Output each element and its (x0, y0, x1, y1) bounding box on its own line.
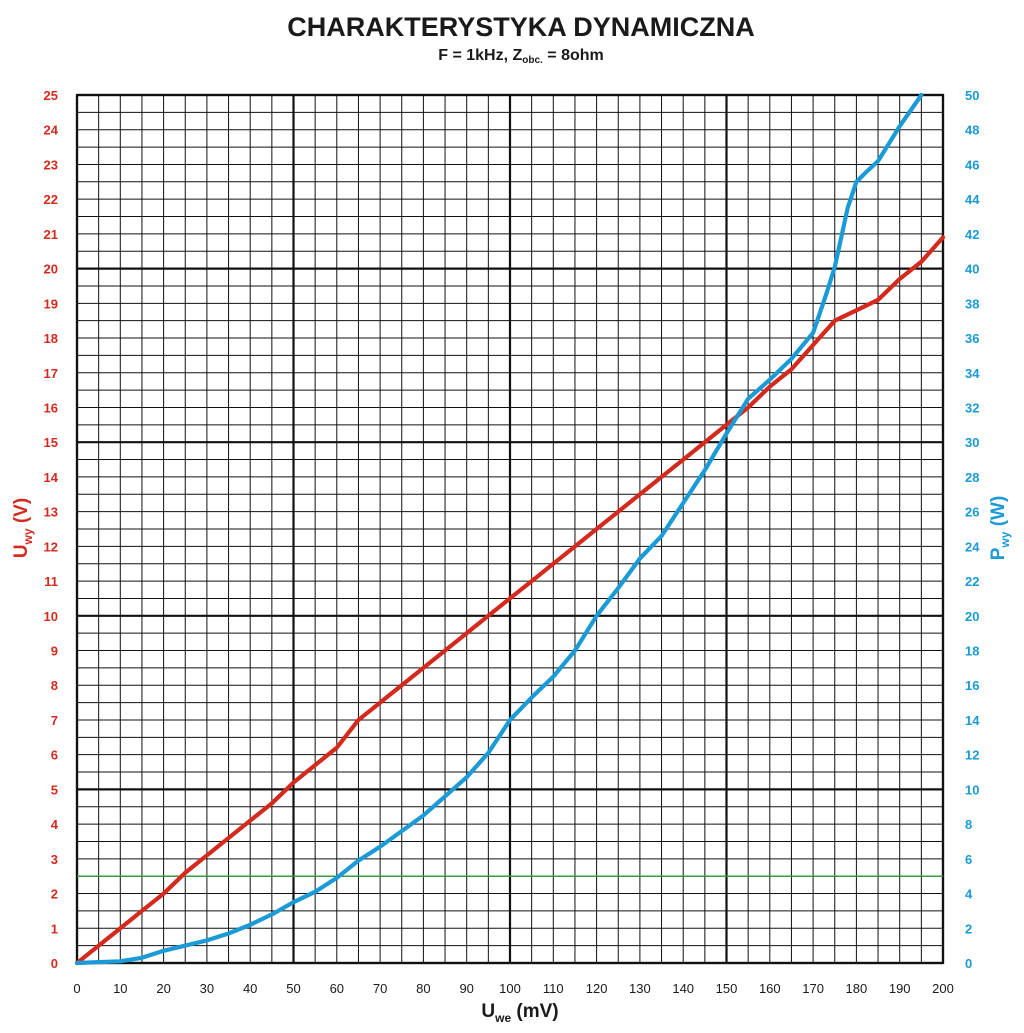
x-tick-label: 90 (459, 981, 473, 996)
y-left-tick-label: 11 (44, 574, 58, 589)
x-tick-label: 60 (330, 981, 344, 996)
y-left-tick-label: 1 (51, 921, 58, 936)
y-right-tick-label: 34 (965, 366, 980, 381)
x-tick-label: 0 (73, 981, 80, 996)
y-left-tick-label: 7 (51, 713, 58, 728)
y-right-tick-label: 30 (965, 435, 979, 450)
y-left-tick-label: 13 (44, 505, 58, 520)
y-right-tick-label: 16 (965, 678, 979, 693)
y-right-tick-label: 26 (965, 505, 979, 520)
x-tick-label: 30 (200, 981, 214, 996)
x-tick-label: 50 (286, 981, 300, 996)
y-right-tick-label: 12 (965, 748, 979, 763)
y-left-axis-label-sub: wy (21, 528, 35, 545)
x-tick-label: 190 (889, 981, 911, 996)
chart-subtitle: F = 1kHz, Zobc. = 8ohm (438, 47, 604, 66)
x-tick-label: 80 (416, 981, 430, 996)
y-right-tick-label: 14 (965, 713, 980, 728)
y-left-axis-label: Uwy (V) (11, 498, 35, 558)
y-right-tick-label: 22 (965, 574, 979, 589)
x-tick-label: 150 (716, 981, 738, 996)
y-right-tick-label: 20 (965, 609, 979, 624)
y-left-tick-label: 6 (51, 748, 58, 763)
x-tick-label: 100 (499, 981, 521, 996)
y-right-tick-label: 10 (965, 782, 979, 797)
y-right-tick-label: 2 (965, 921, 972, 936)
x-tick-label: 40 (243, 981, 257, 996)
y-left-tick-label: 25 (44, 88, 58, 103)
y-right-tick-label: 6 (965, 852, 972, 867)
x-tick-label: 130 (629, 981, 651, 996)
y-left-tick-label: 24 (44, 123, 59, 138)
x-tick-label: 110 (543, 981, 564, 996)
y-left-tick-label: 9 (51, 644, 58, 659)
y-right-tick-label: 50 (965, 88, 979, 103)
y-right-axis-label-unit: (W) (988, 496, 1009, 532)
x-tick-label: 200 (932, 981, 954, 996)
y-right-tick-label: 48 (965, 123, 979, 138)
y-left-tick-label: 5 (51, 782, 58, 797)
y-right-tick-label: 46 (965, 157, 979, 172)
x-axis-label-main: U (481, 1001, 495, 1022)
y-right-tick-label: 40 (965, 262, 979, 277)
y-left-tick-label: 0 (51, 956, 58, 971)
y-left-tick-label: 21 (44, 227, 58, 242)
series-line-power (74, 92, 924, 966)
x-tick-label: 70 (373, 981, 387, 996)
y-left-axis-label-main: U (11, 544, 32, 558)
y-right-tick-label: 42 (965, 227, 979, 242)
y-left-tick-label: 19 (44, 296, 58, 311)
y-left-tick-label: 12 (44, 539, 58, 554)
grid (75, 93, 945, 965)
y-right-tick-label: 36 (965, 331, 979, 346)
x-tick-label: 170 (802, 981, 824, 996)
y-right-tick-label: 4 (965, 887, 973, 902)
y-left-tick-label: 2 (51, 887, 58, 902)
x-tick-label: 120 (586, 981, 608, 996)
y-left-axis-label-unit: (V) (11, 498, 32, 529)
y-right-tick-label: 0 (965, 956, 972, 971)
y-left-tick-label: 18 (44, 331, 58, 346)
y-left-tick-label: 10 (44, 609, 58, 624)
y-left-tick-label: 23 (44, 157, 58, 172)
y-left-tick-label: 3 (51, 852, 58, 867)
plot-border (75, 93, 945, 965)
subtitle-prefix: F = 1kHz, Z (438, 47, 522, 64)
y-right-tick-label: 18 (965, 644, 979, 659)
y-right-axis-label-main: P (988, 547, 1009, 560)
y-right-tick-label: 32 (965, 400, 979, 415)
y-left-tick-label: 8 (51, 678, 58, 693)
y-left-tick-label: 4 (51, 817, 59, 832)
subtitle-sub: obc. (522, 55, 543, 66)
y-right-tick-label: 8 (965, 817, 972, 832)
x-tick-label: 140 (672, 981, 694, 996)
y-right-axis-label-sub: wy (998, 531, 1012, 548)
y-left-tick-label: 20 (44, 262, 58, 277)
series-line-voltage (74, 235, 946, 966)
y-right-tick-label: 44 (965, 192, 980, 207)
x-tick-label: 10 (113, 981, 127, 996)
x-axis-label-unit: (mV) (511, 1001, 559, 1022)
x-axis-label-sub: we (494, 1011, 511, 1025)
x-axis-label: Uwe (mV) (481, 1001, 558, 1025)
subtitle-suffix: = 8ohm (543, 47, 604, 64)
series-layer (74, 92, 946, 966)
y-left-tick-label: 16 (44, 400, 58, 415)
x-tick-label: 20 (156, 981, 170, 996)
x-tick-label: 180 (846, 981, 868, 996)
y-right-axis-label: Pwy (W) (988, 496, 1012, 561)
y-right-tick-label: 24 (965, 539, 980, 554)
y-left-tick-label: 15 (44, 435, 58, 450)
y-left-tick-label: 17 (44, 366, 58, 381)
y-right-tick-label: 38 (965, 296, 979, 311)
chart-title: CHARAKTERYSTYKA DYNAMICZNA (287, 12, 755, 42)
y-left-tick-label: 22 (44, 192, 58, 207)
x-tick-label: 160 (759, 981, 781, 996)
tick-labels: 0 10 20 30 40 50 60 70 80 90 100 110 120 130 140 150 160… (44, 88, 981, 996)
y-left-tick-label: 14 (44, 470, 59, 485)
y-right-tick-label: 28 (965, 470, 979, 485)
